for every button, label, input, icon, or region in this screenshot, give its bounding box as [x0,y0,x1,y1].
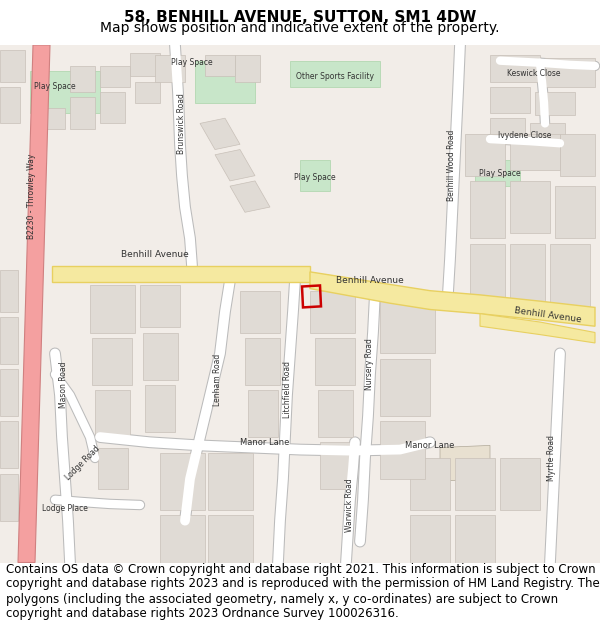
Bar [560,134,595,176]
Text: Litchfield Road: Litchfield Road [284,361,293,419]
Bar [410,516,450,562]
Bar [455,458,495,510]
Polygon shape [480,314,595,343]
Bar [100,66,130,87]
Polygon shape [18,45,50,562]
Polygon shape [310,272,595,326]
Bar [490,118,525,144]
Bar [0,87,20,123]
Bar [0,50,25,82]
Text: Lodge Road: Lodge Road [64,444,102,482]
Bar [100,92,125,123]
Bar [248,390,278,437]
Bar [0,270,18,312]
Bar [0,317,18,364]
Bar [0,421,18,468]
Bar [160,452,205,510]
Bar [530,123,565,146]
Text: Play Space: Play Space [171,58,213,68]
Bar [455,516,495,562]
Bar [410,458,450,510]
Polygon shape [290,61,380,87]
Bar [92,338,132,385]
Text: Benhill Avenue: Benhill Avenue [514,306,582,324]
Bar [208,516,253,562]
Bar [510,134,560,171]
Text: Contains OS data © Crown copyright and database right 2021. This information is : Contains OS data © Crown copyright and d… [6,562,600,621]
Text: Play Space: Play Space [479,169,521,178]
Bar [545,58,595,87]
Text: Play Space: Play Space [294,173,336,182]
Text: Brunswick Road: Brunswick Road [178,93,187,154]
Text: Lenham Road: Lenham Road [212,353,221,406]
Text: Ivydene Close: Ivydene Close [499,131,551,141]
Bar [208,452,253,510]
Bar [160,516,205,562]
Bar [240,291,280,332]
Bar [465,134,505,176]
Text: Keswick Close: Keswick Close [507,69,561,78]
Bar [318,390,353,437]
Text: Map shows position and indicative extent of the property.: Map shows position and indicative extent… [100,21,500,35]
Polygon shape [300,160,330,191]
Bar [380,296,435,353]
Bar [90,286,135,332]
Text: Play Space: Play Space [34,82,76,91]
Text: Manor Lane: Manor Lane [406,441,455,450]
Text: B2230 - Throwley Way: B2230 - Throwley Way [28,154,37,239]
Polygon shape [440,446,490,481]
Bar [470,181,505,238]
Bar [205,56,235,76]
Text: Other Sports Facility: Other Sports Facility [296,72,374,81]
Bar [490,56,540,82]
Text: 58, BENHILL AVENUE, SUTTON, SM1 4DW: 58, BENHILL AVENUE, SUTTON, SM1 4DW [124,10,476,25]
Bar [550,244,590,312]
Bar [470,244,505,312]
Text: Warwick Road: Warwick Road [346,478,355,532]
Bar [70,66,95,92]
Bar [380,359,430,416]
Bar [315,338,355,385]
Bar [235,56,260,82]
Bar [140,286,180,328]
Text: Mason Road: Mason Road [59,361,67,408]
Bar [70,98,95,129]
Text: Myrtle Road: Myrtle Road [548,435,557,481]
Bar [143,332,178,379]
Bar [135,82,160,102]
Bar [0,369,18,416]
Bar [245,338,280,385]
Bar [145,385,175,432]
Bar [555,186,595,238]
Text: Lodge Place: Lodge Place [42,504,88,512]
Bar [535,92,575,115]
Bar [0,474,18,521]
Polygon shape [195,61,255,102]
Text: Nursery Road: Nursery Road [365,338,374,390]
Bar [490,87,530,113]
Bar [310,291,355,332]
Polygon shape [475,160,520,186]
Text: Manor Lane: Manor Lane [241,438,290,447]
Bar [380,421,425,479]
Bar [98,448,128,489]
Bar [510,181,550,233]
Bar [155,56,185,82]
Bar [510,244,545,306]
Bar [35,107,65,129]
Bar [500,458,540,510]
Polygon shape [30,71,100,113]
Polygon shape [230,181,270,213]
Text: Benhill Avenue: Benhill Avenue [336,276,404,286]
Bar [95,390,130,437]
Polygon shape [200,118,240,149]
Polygon shape [52,266,310,282]
Bar [320,442,350,489]
Bar [130,53,160,76]
Text: Benhill Avenue: Benhill Avenue [121,251,189,259]
Text: Benhill Wood Road: Benhill Wood Road [448,129,457,201]
Polygon shape [215,149,255,181]
